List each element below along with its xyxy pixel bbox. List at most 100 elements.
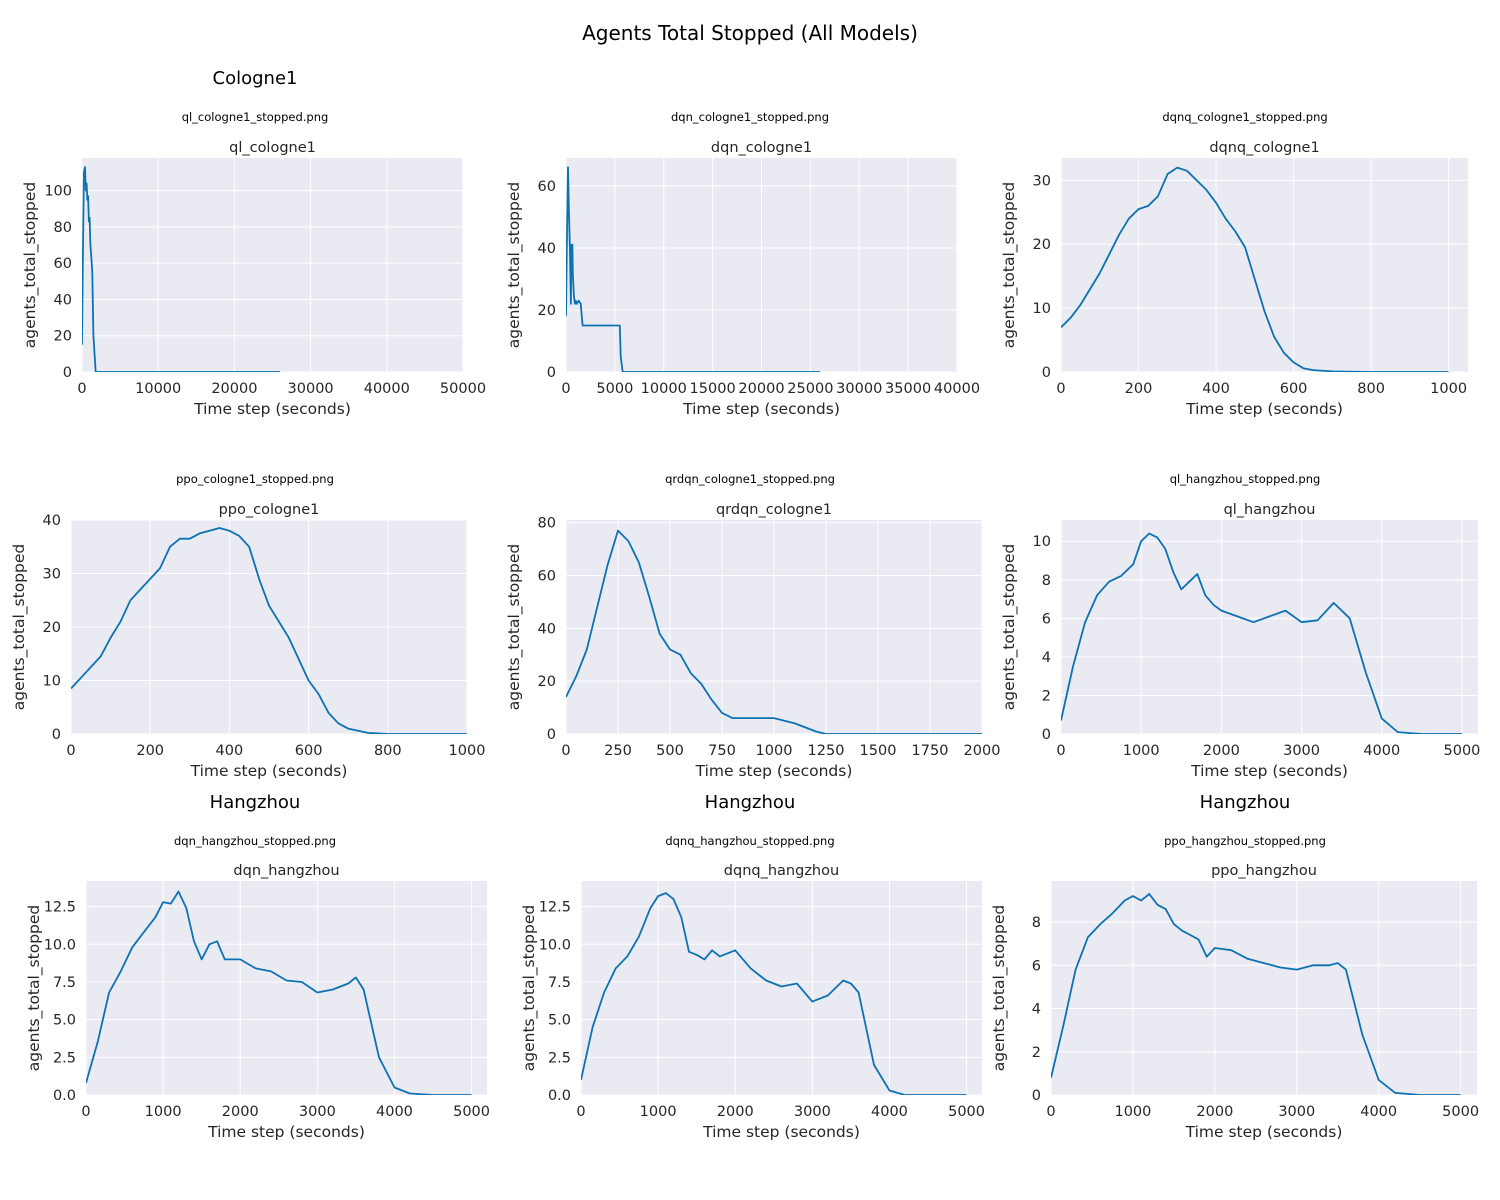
y-tick-label: 60 <box>538 568 556 584</box>
x-tick-label: 2000 <box>222 1104 259 1120</box>
chart-panel-qrdqn_cologne1: qrdqn_cologne1_stopped.png qrdqn_cologne1… <box>505 472 1000 780</box>
figure-title: Agents Total Stopped (All Models) <box>582 21 918 45</box>
chart-panel-ql_hangzhou: ql_hangzhou_stopped.png ql_hangzhou 0 1000 2… <box>1000 472 1480 780</box>
panel-filename: ql_cologne1_stopped.png <box>182 110 329 124</box>
y-axis-label: agents_total_stopped <box>990 905 1009 1071</box>
y-tick-label: 0 <box>1042 727 1051 743</box>
y-tick-label: 0.0 <box>548 1088 571 1104</box>
x-tick-label: 400 <box>1202 381 1230 397</box>
x-tick-label: 5000 <box>1444 743 1481 759</box>
x-tick-label: 35000 <box>885 381 931 397</box>
y-tick-label: 0 <box>547 365 556 381</box>
x-tick-label: 2000 <box>1203 743 1240 759</box>
y-tick-label: 80 <box>538 516 556 532</box>
panels-container: Cologne1 ql_cologne1_stopped.png ql_cologn… <box>10 68 1480 1141</box>
y-tick-label: 20 <box>43 620 61 636</box>
panel-filename: ppo_cologne1_stopped.png <box>176 472 334 486</box>
panel-filename: qrdqn_cologne1_stopped.png <box>665 472 835 486</box>
y-tick-label: 12.5 <box>44 900 76 916</box>
x-tick-label: 1000 <box>1123 743 1160 759</box>
group-label: Cologne1 <box>213 68 298 89</box>
y-tick-label: 6 <box>1042 611 1051 627</box>
x-tick-label: 400 <box>216 743 244 759</box>
y-tick-label: 40 <box>538 241 556 257</box>
x-tick-label: 0 <box>576 1104 585 1120</box>
y-tick-label: 0 <box>547 727 556 743</box>
x-tick-label: 3000 <box>1278 1104 1315 1120</box>
series-line-dqnq_cologne1 <box>1061 166 1449 372</box>
x-tick-label: 5000 <box>948 1104 985 1120</box>
series-line-ppo_cologne1 <box>71 527 467 734</box>
chart-panel-dqn_hangzhou: Hangzhou dqn_hangzhou_stopped.png dqn_hang… <box>25 792 490 1141</box>
x-tick-label: 4000 <box>871 1104 908 1120</box>
y-tick-label: 5.0 <box>53 1013 76 1029</box>
y-tick-label: 8 <box>1042 573 1051 589</box>
series-line-dqnq_hangzhou <box>581 892 967 1095</box>
chart-panel-dqnq_hangzhou: Hangzhou dqnq_hangzhou_stopped.png dqnq_ha… <box>520 792 985 1141</box>
chart-title: dqn_hangzhou <box>233 863 339 879</box>
x-tick-label: 800 <box>374 743 402 759</box>
x-tick-label: 3000 <box>794 1104 831 1120</box>
chart-panel-ql_cologne1: Cologne1 ql_cologne1_stopped.png ql_cologn… <box>21 68 486 418</box>
panel-filename: dqnq_hangzhou_stopped.png <box>665 834 834 848</box>
series-line-ppo_hangzhou <box>1051 893 1461 1095</box>
y-axis-label: agents_total_stopped <box>1000 544 1019 710</box>
x-tick-label: 1750 <box>912 743 949 759</box>
x-axis-label: Time step (seconds) <box>1185 1123 1343 1141</box>
x-tick-label: 1000 <box>1430 381 1467 397</box>
x-tick-label: 1500 <box>860 743 897 759</box>
y-tick-label: 40 <box>43 513 61 529</box>
x-tick-label: 1000 <box>145 1104 182 1120</box>
group-label: Hangzhou <box>210 792 301 813</box>
y-axis-label: agents_total_stopped <box>21 182 40 348</box>
x-tick-label: 30000 <box>836 381 882 397</box>
x-axis-label: Time step (seconds) <box>682 400 840 418</box>
x-tick-label: 50000 <box>440 381 486 397</box>
chart-panel-ppo_hangzhou: Hangzhou ppo_hangzhou_stopped.png ppo_hang… <box>990 792 1479 1141</box>
series-line-ql_cologne1 <box>82 166 281 372</box>
x-tick-label: 0 <box>77 381 86 397</box>
plot-area <box>1061 520 1478 734</box>
y-tick-label: 20 <box>538 674 556 690</box>
x-tick-label: 10000 <box>135 381 181 397</box>
y-tick-label: 100 <box>44 184 72 200</box>
x-tick-label: 20000 <box>738 381 784 397</box>
x-tick-label: 3000 <box>299 1104 336 1120</box>
y-tick-label: 7.5 <box>548 975 571 991</box>
y-tick-label: 2.5 <box>548 1050 571 1066</box>
y-tick-label: 10 <box>1033 534 1051 550</box>
chart-title: dqnq_hangzhou <box>724 863 839 879</box>
x-tick-label: 30000 <box>288 381 334 397</box>
x-tick-label: 200 <box>136 743 164 759</box>
chart-title: ql_hangzhou <box>1224 502 1316 518</box>
x-tick-label: 0 <box>66 743 75 759</box>
chart-panel-ppo_cologne1: ppo_cologne1_stopped.png ppo_cologne1 0 200… <box>10 472 485 780</box>
x-tick-label: 2000 <box>1196 1104 1233 1120</box>
x-tick-label: 4000 <box>376 1104 413 1120</box>
y-tick-label: 4 <box>1042 650 1051 666</box>
x-tick-label: 1000 <box>449 743 486 759</box>
x-tick-label: 800 <box>1357 381 1385 397</box>
y-tick-label: 2.5 <box>53 1050 76 1066</box>
y-tick-label: 2 <box>1042 688 1051 704</box>
y-tick-label: 8 <box>1032 915 1041 931</box>
x-tick-label: 5000 <box>453 1104 490 1120</box>
panel-filename: dqnq_cologne1_stopped.png <box>1162 110 1327 124</box>
x-tick-label: 40000 <box>934 381 980 397</box>
chart-title: ppo_cologne1 <box>219 502 320 518</box>
x-axis-label: Time step (seconds) <box>1190 762 1348 780</box>
x-tick-label: 1250 <box>808 743 845 759</box>
plot-area <box>581 881 982 1095</box>
x-tick-label: 1000 <box>756 743 793 759</box>
y-tick-label: 60 <box>54 256 72 272</box>
y-tick-label: 20 <box>54 329 72 345</box>
x-tick-label: 0 <box>1056 381 1065 397</box>
chart-title: dqn_cologne1 <box>711 140 812 156</box>
y-tick-label: 40 <box>538 621 556 637</box>
x-tick-label: 200 <box>1125 381 1153 397</box>
y-tick-label: 10.0 <box>44 937 76 953</box>
plot-area <box>82 158 463 372</box>
y-axis-label: agents_total_stopped <box>520 905 539 1071</box>
x-tick-label: 20000 <box>211 381 257 397</box>
y-axis-label: agents_total_stopped <box>1000 182 1019 348</box>
